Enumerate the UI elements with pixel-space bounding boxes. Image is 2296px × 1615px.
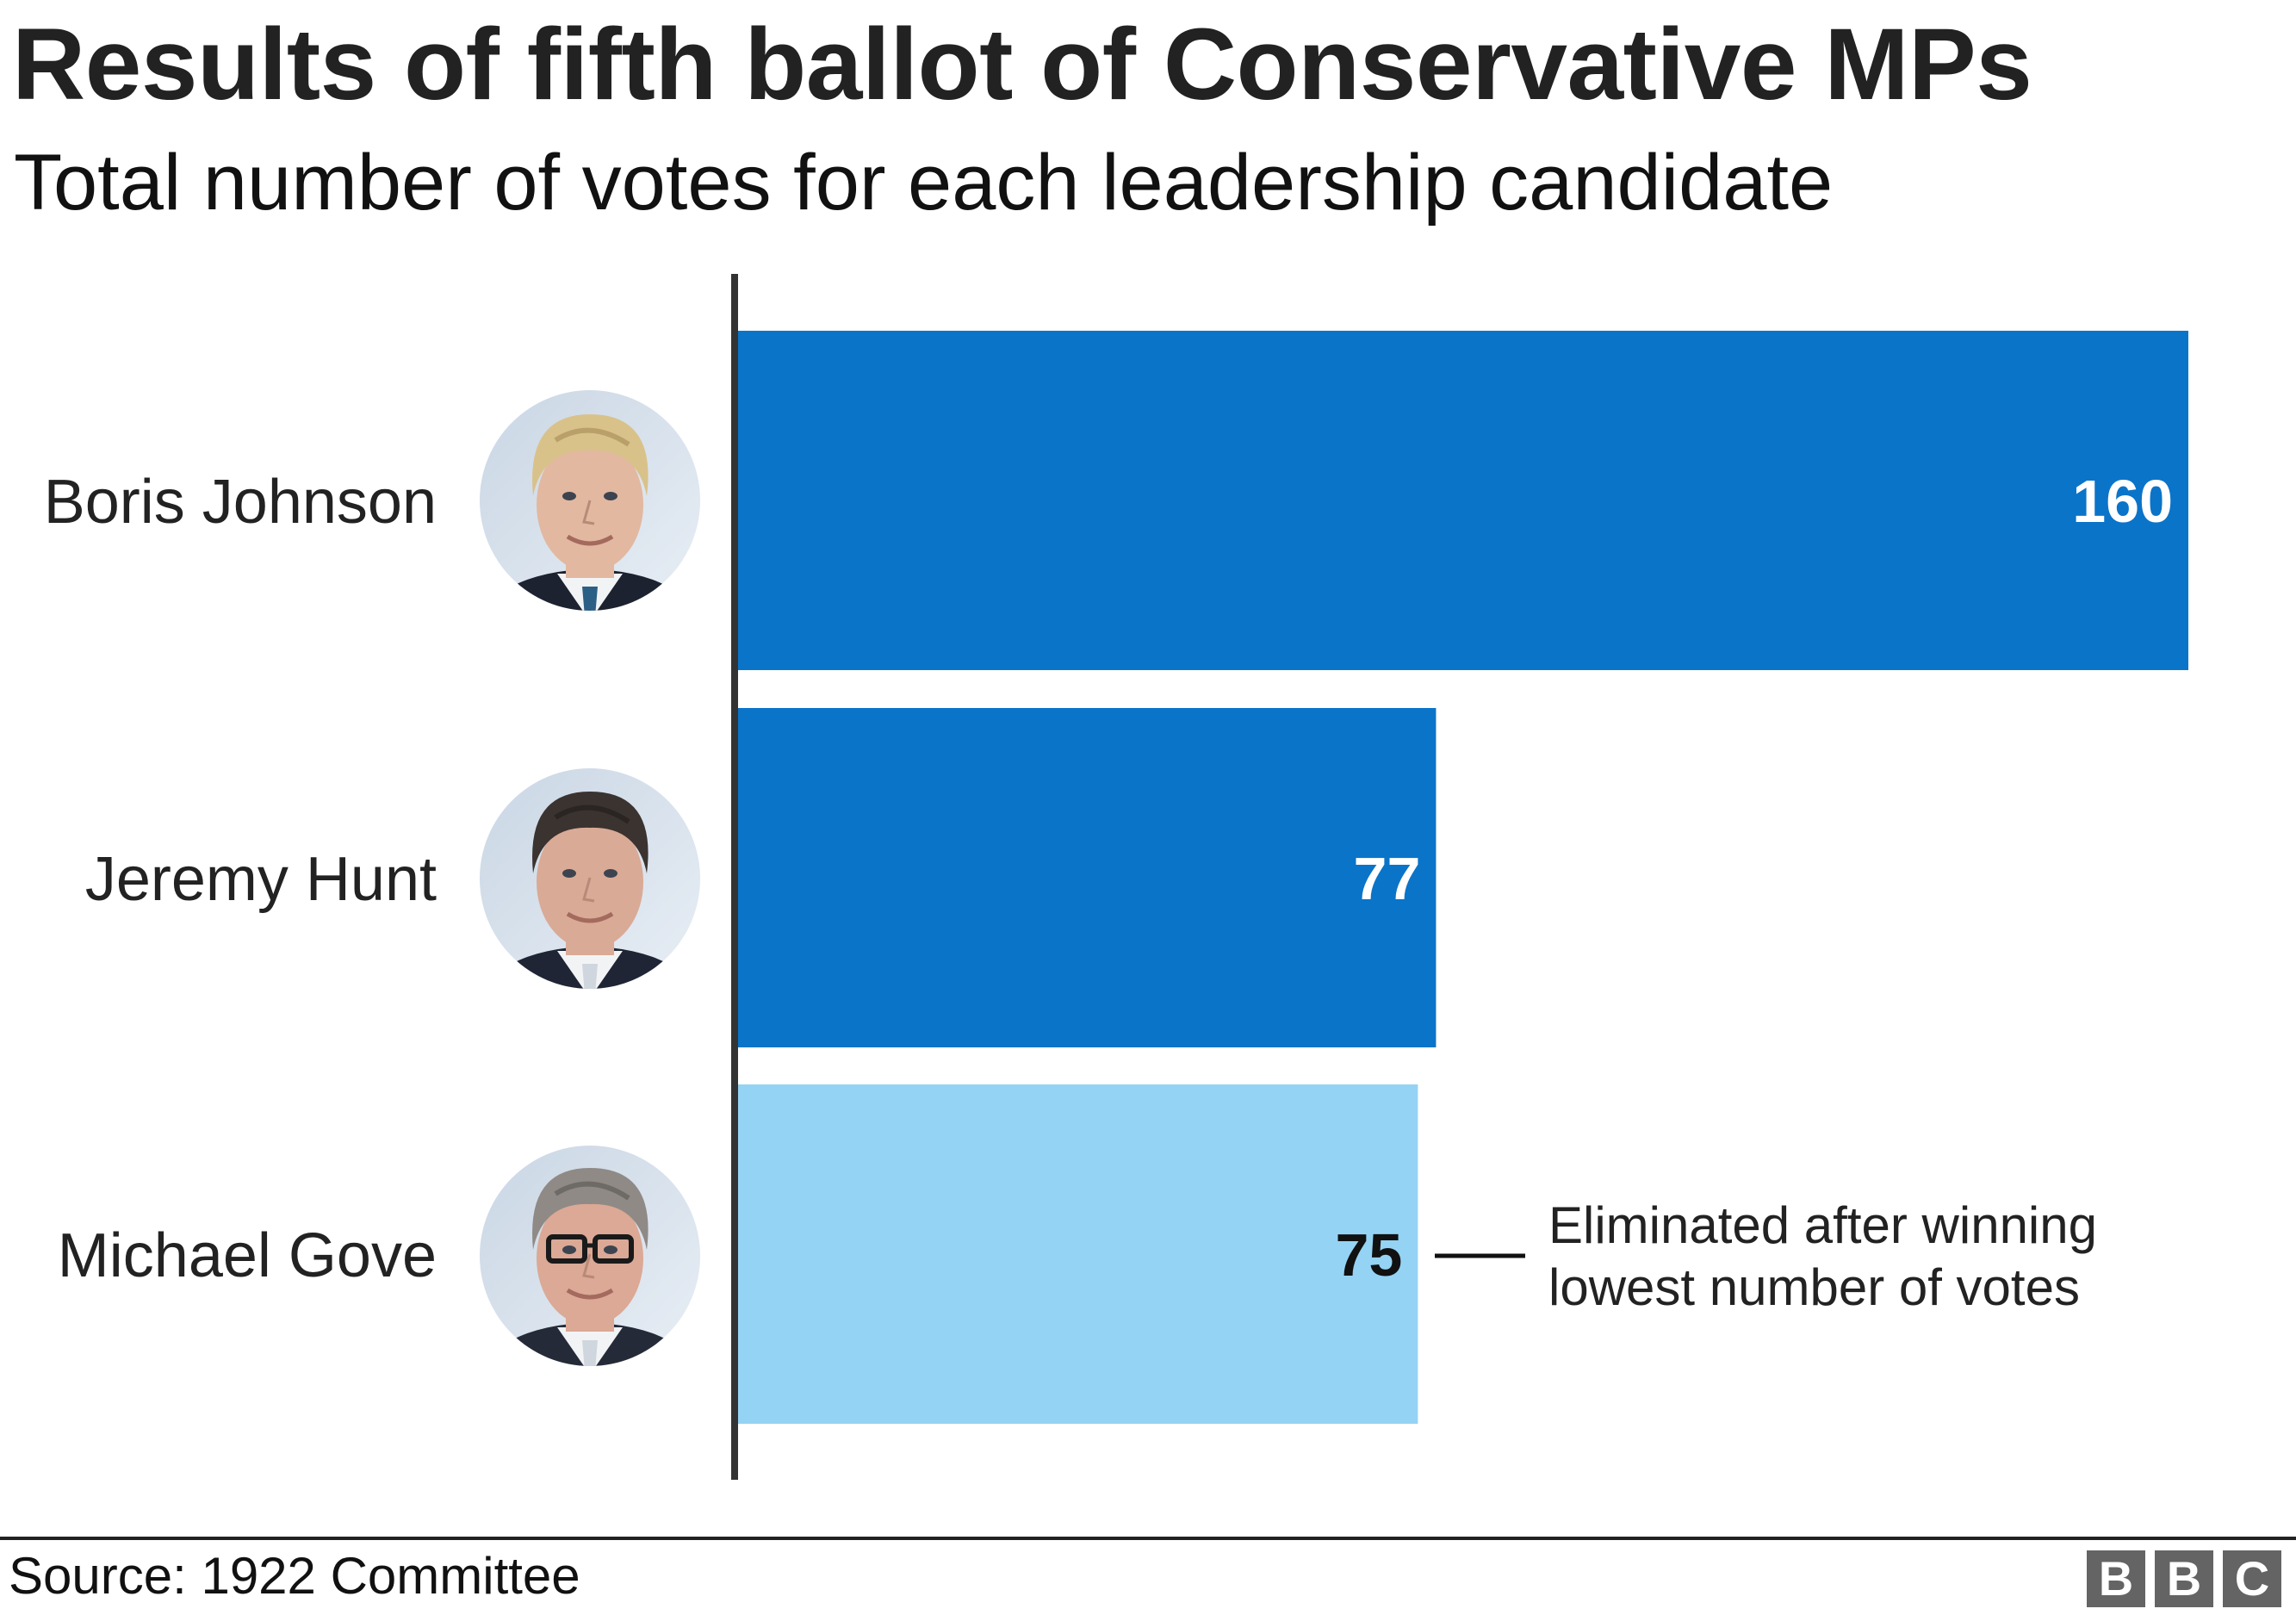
bbc-logo-letter: B: [2155, 1550, 2213, 1607]
bbc-logo-letter: C: [2223, 1550, 2281, 1607]
bar-michael-gove: [738, 1084, 1418, 1424]
candidate-name-label: Jeremy Hunt: [85, 845, 437, 914]
bbc-logo: B B C: [2087, 1550, 2281, 1607]
bbc-logo-letter: B: [2087, 1550, 2145, 1607]
michael-gove-portrait-icon: [480, 1146, 700, 1366]
bar-boris-johnson: [738, 331, 2188, 670]
jeremy-hunt-portrait-icon: [480, 768, 700, 989]
y-axis-line: [731, 274, 738, 1480]
bar-jeremy-hunt: [738, 708, 1437, 1047]
boris-johnson-portrait-icon: [480, 390, 700, 611]
candidate-name-label: Boris Johnson: [44, 468, 437, 537]
value-label: 75: [1336, 1221, 1403, 1289]
bar-chart: 160 Boris Johnson 77 Jeremy Hunt 75 Michael G…: [44, 274, 2188, 1480]
chart-title: Results of fifth ballot of Conservative …: [12, 8, 2032, 121]
candidate-name-label: Michael Gove: [58, 1221, 437, 1290]
value-label: 160: [2072, 468, 2173, 535]
annotation-text: lowest number of votes: [1548, 1258, 2080, 1316]
annotation-text: Eliminated after winning: [1548, 1196, 2097, 1254]
source-note: Source: 1922 Committee: [9, 1547, 580, 1605]
value-label: 77: [1354, 845, 1421, 912]
footer-divider: [0, 1537, 2296, 1540]
chart-subtitle: Total number of votes for each leadershi…: [14, 139, 1834, 227]
